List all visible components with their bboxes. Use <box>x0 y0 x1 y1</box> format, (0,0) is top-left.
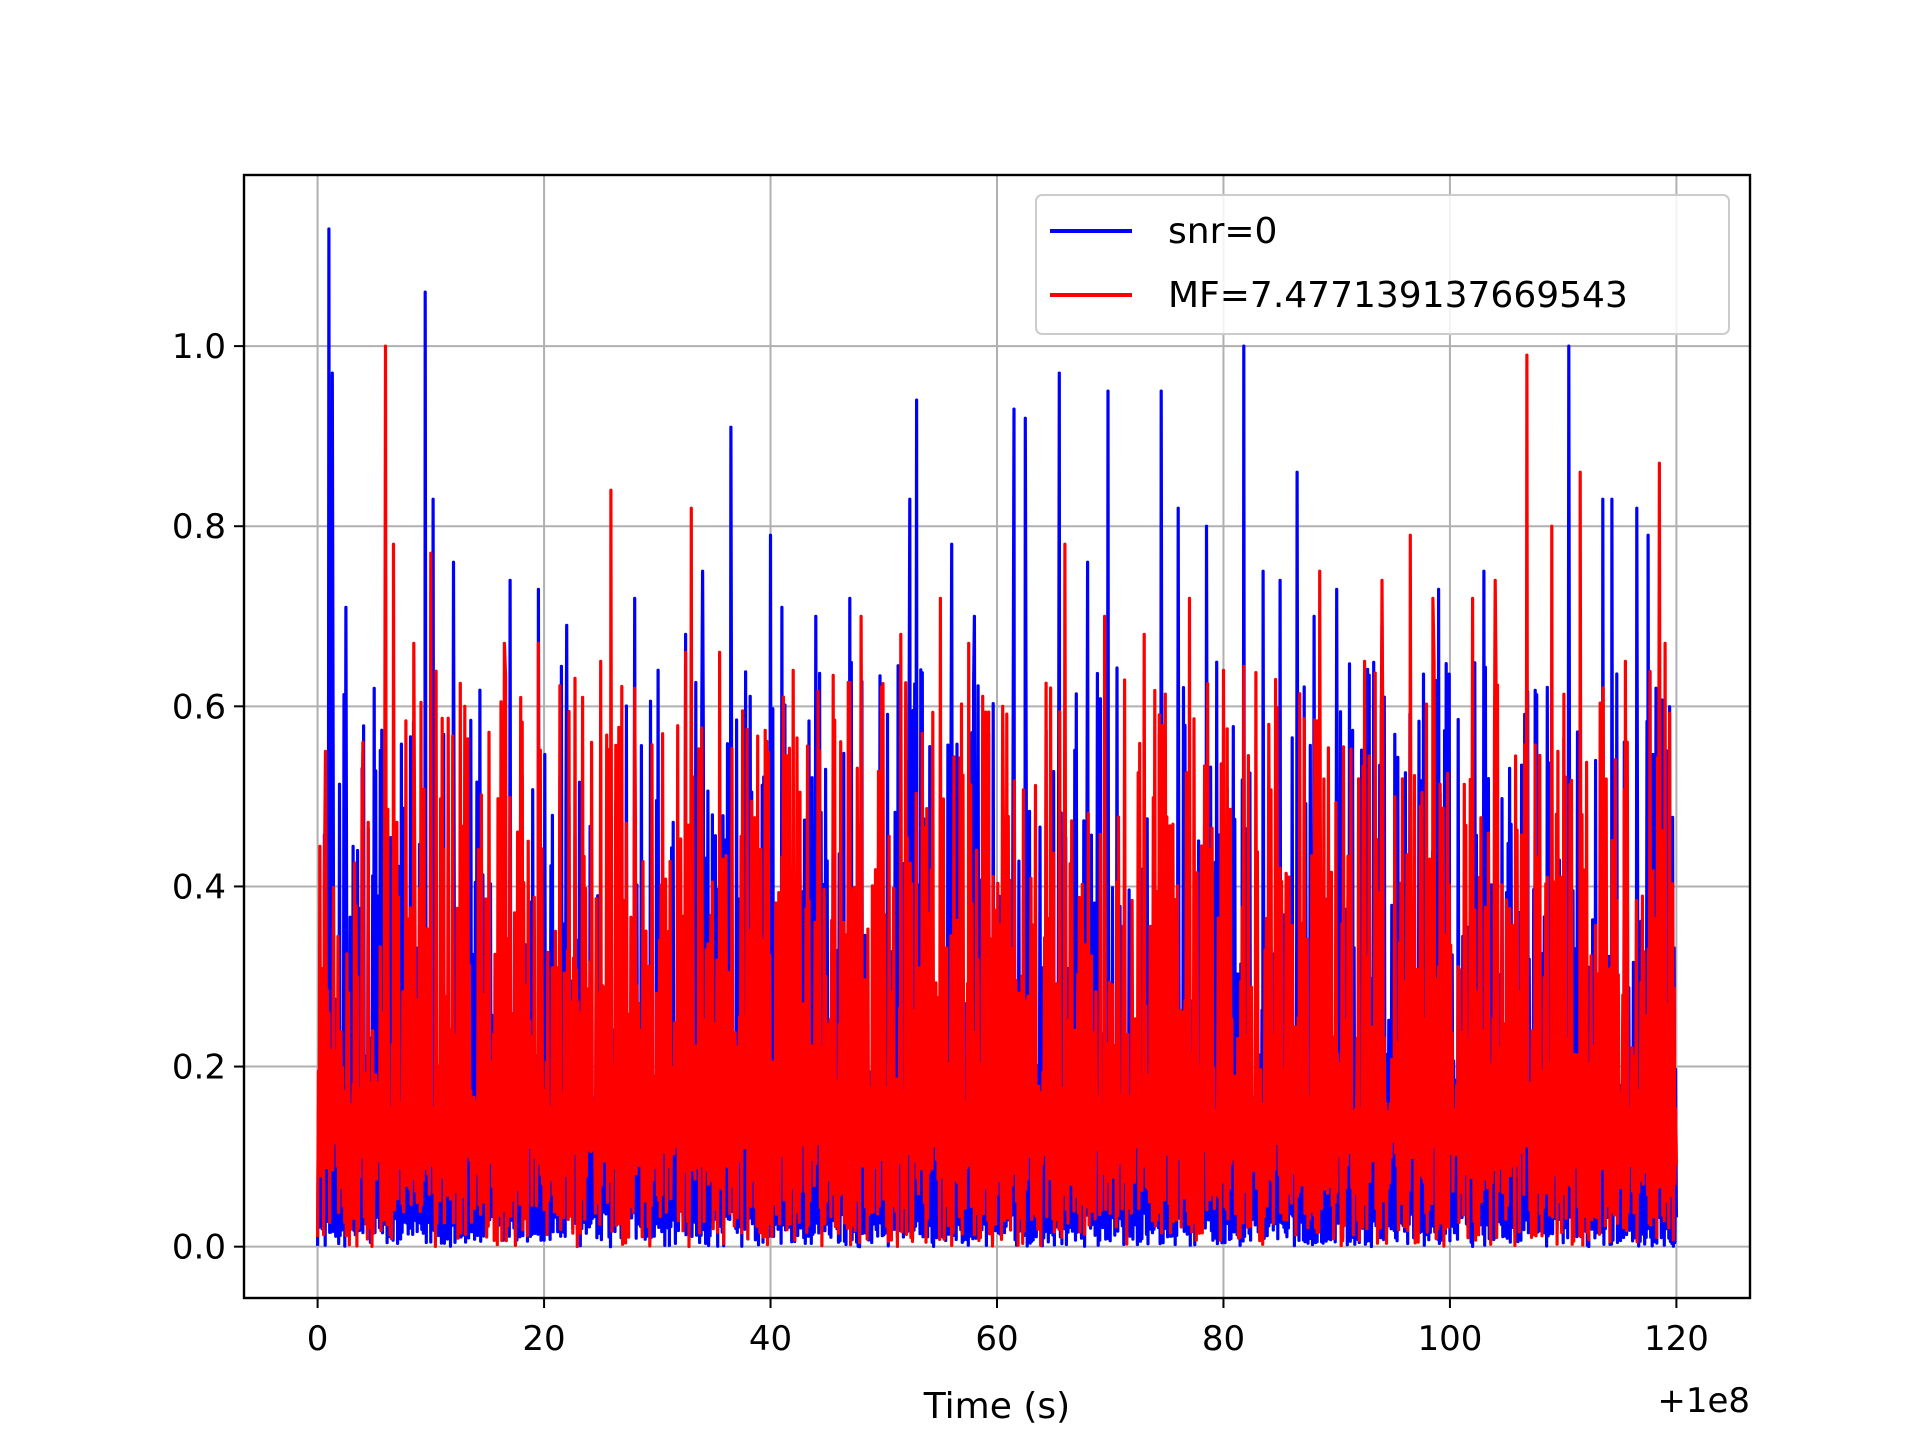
y-tick-label: 0.4 <box>172 867 226 907</box>
y-tick-label: 0.0 <box>172 1228 226 1268</box>
legend: snr=0 MF=7.477139137669543 <box>1035 194 1730 335</box>
y-tick-label: 1.0 <box>172 327 226 367</box>
series-line-mf <box>316 344 1678 1249</box>
x-tick-label: 100 <box>1417 1319 1482 1359</box>
y-tick-label: 0.8 <box>172 507 226 547</box>
x-tick-label: 20 <box>522 1319 565 1359</box>
x-tick-label: 80 <box>1202 1319 1245 1359</box>
legend-label: MF=7.477139137669543 <box>1168 275 1628 316</box>
series-line-snr <box>316 227 1678 1249</box>
x-tick-label: 40 <box>749 1319 792 1359</box>
x-tick-label: 60 <box>975 1319 1018 1359</box>
legend-label: snr=0 <box>1168 211 1277 252</box>
plot-series <box>316 227 1678 1249</box>
x-axis-offset-label: +1e8 <box>1657 1381 1750 1421</box>
y-tick-label: 0.2 <box>172 1048 226 1088</box>
axis-ticks: 0 20 40 60 80 100 120 0.0 0.2 0.4 0.6 0.8 1.0 <box>172 327 1709 1359</box>
x-axis-label: Time (s) <box>923 1386 1070 1427</box>
x-tick-label: 120 <box>1644 1319 1709 1359</box>
legend-box <box>1035 194 1730 335</box>
y-tick-label: 0.6 <box>172 687 226 727</box>
x-tick-label: 0 <box>307 1319 329 1359</box>
